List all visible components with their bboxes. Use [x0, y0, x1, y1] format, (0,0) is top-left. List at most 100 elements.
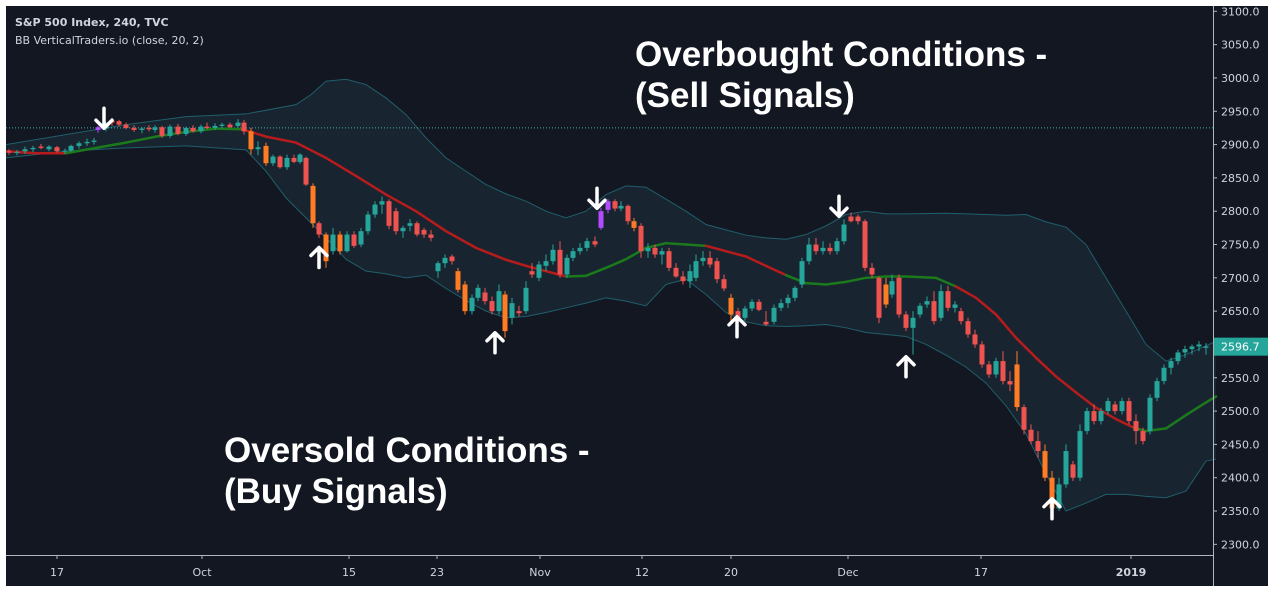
candle-body [986, 364, 992, 375]
bollinger-basis-segment [474, 246, 508, 262]
candle-body [146, 127, 152, 130]
candle [938, 284, 944, 322]
chart-symbol-title[interactable]: S&P 500 Index, 240, TVC [15, 16, 169, 29]
candle-body [1112, 404, 1118, 412]
candle-body [965, 321, 971, 335]
bollinger-basis-segment [744, 255, 768, 268]
candle-body [123, 124, 129, 128]
candle [116, 119, 122, 127]
candle-body [945, 291, 951, 308]
candle [1007, 371, 1013, 392]
candle-body [1007, 381, 1013, 385]
overbought-line-1: Overbought Conditions - [635, 35, 1048, 74]
candle-body [421, 229, 427, 235]
candle [38, 143, 44, 150]
sell-signal-arrow [94, 106, 114, 131]
price-tick-label: 2700.0 [1221, 272, 1260, 285]
candle-body [529, 271, 535, 275]
candle-body [813, 244, 819, 252]
chart-frame: 3100.0 3050.0 3000.0 2950.0 2900.0 2850.0 2800… [6, 6, 1268, 586]
candle [516, 305, 522, 317]
candle [496, 284, 502, 315]
candle [965, 317, 971, 338]
candle-body [645, 247, 651, 252]
candle [277, 155, 283, 169]
indicator-legend[interactable]: BB VerticalTraders.io (close, 20, 2) [15, 34, 204, 47]
bollinger-lower-band [6, 145, 1217, 512]
candle-body [742, 308, 748, 318]
candle-body [496, 291, 502, 312]
candle-body [1119, 401, 1125, 412]
bollinger-basis-segment [904, 275, 938, 280]
candle-body [291, 157, 297, 162]
buy-signal-arrow [896, 355, 916, 379]
candle-body [827, 247, 833, 252]
candle-body [351, 234, 357, 246]
candle [1028, 424, 1034, 445]
candle [827, 243, 833, 255]
candle-body [799, 261, 805, 285]
candle-body [1140, 431, 1146, 442]
candle-body [598, 211, 604, 228]
candle [428, 229, 434, 242]
candle [638, 223, 644, 258]
bollinger-basis-segment [704, 244, 728, 253]
candle [673, 263, 679, 278]
candle [659, 247, 665, 265]
candle-body [1126, 401, 1132, 422]
sell-signal-arrow [587, 186, 607, 210]
candle-body [297, 154, 303, 162]
bollinger-basis-segment [664, 241, 688, 246]
bollinger-basis-segment [1054, 375, 1078, 394]
candle [297, 153, 303, 164]
candle [763, 311, 769, 326]
candle-body [958, 311, 964, 322]
candle-body [605, 201, 611, 210]
price-tick-label: 3050.0 [1221, 39, 1260, 52]
candle-body [979, 344, 985, 365]
bollinger-basis-segment [384, 193, 418, 213]
candle-body [592, 241, 598, 245]
candle [876, 276, 882, 324]
candle [139, 127, 145, 134]
candle-body [714, 261, 720, 280]
candle [502, 291, 508, 338]
candle [167, 124, 173, 138]
candle [666, 247, 672, 272]
candle [393, 207, 399, 235]
candle [903, 311, 909, 332]
candle [557, 241, 563, 278]
candle [693, 254, 699, 282]
candle-body [1077, 431, 1083, 478]
candle-body [400, 227, 406, 232]
bollinger-basis-segment [354, 174, 388, 196]
bollinger-basis-segment [684, 243, 708, 248]
candle-body [159, 127, 165, 136]
price-chart[interactable]: 3100.0 3050.0 3000.0 2950.0 2900.0 2850.0 2800… [6, 6, 1268, 586]
candle-body [938, 291, 944, 318]
candle [721, 274, 727, 292]
bollinger-basis-segment [844, 276, 868, 284]
candle [625, 204, 631, 225]
candle [862, 219, 868, 272]
candle-body [536, 264, 542, 278]
candle-body [855, 216, 861, 222]
candle-body [666, 251, 672, 268]
candle-body [509, 303, 515, 318]
candle-body [449, 256, 455, 262]
time-tick-label: 15 [342, 566, 356, 579]
candle [509, 297, 515, 325]
candle [612, 199, 618, 212]
candle [284, 154, 290, 170]
candle [618, 201, 624, 212]
candle [212, 123, 218, 130]
candle [183, 126, 189, 136]
candle-body [198, 126, 204, 132]
candle-body [316, 223, 322, 235]
candle [714, 257, 720, 284]
candle [1021, 404, 1027, 435]
candle [728, 293, 734, 321]
time-tick-label: 20 [724, 566, 738, 579]
candle-body [924, 301, 930, 305]
candle-body [763, 321, 769, 325]
